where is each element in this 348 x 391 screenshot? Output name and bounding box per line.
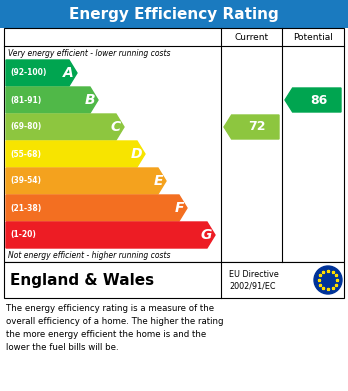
Text: (39-54): (39-54) [10,176,41,185]
Text: (92-100): (92-100) [10,68,46,77]
Text: G: G [201,228,212,242]
Text: The energy efficiency rating is a measure of the
overall efficiency of a home. T: The energy efficiency rating is a measur… [6,304,223,352]
Text: (55-68): (55-68) [10,149,41,158]
Text: C: C [111,120,121,134]
Polygon shape [6,87,98,113]
Polygon shape [6,195,187,221]
Text: Potential: Potential [293,32,333,41]
Polygon shape [285,88,341,112]
Text: D: D [130,147,142,161]
Text: Not energy efficient - higher running costs: Not energy efficient - higher running co… [8,251,171,260]
Text: (81-91): (81-91) [10,95,41,104]
Polygon shape [6,222,215,248]
Text: B: B [84,93,95,107]
Text: Current: Current [235,32,269,41]
Text: F: F [174,201,184,215]
Bar [4,262,344,298]
Text: (69-80): (69-80) [10,122,41,131]
Polygon shape [6,114,124,140]
Text: Very energy efficient - lower running costs: Very energy efficient - lower running co… [8,48,171,57]
Bar [0,0,348,28]
Text: England & Wales: England & Wales [10,273,154,287]
Text: 86: 86 [310,93,327,106]
Polygon shape [224,115,279,139]
Text: E: E [153,174,163,188]
Circle shape [314,266,342,294]
Polygon shape [6,60,77,86]
Text: (1-20): (1-20) [10,231,36,240]
Text: (21-38): (21-38) [10,203,41,212]
Text: EU Directive
2002/91/EC: EU Directive 2002/91/EC [229,270,279,291]
Polygon shape [6,168,166,194]
Text: Energy Efficiency Rating: Energy Efficiency Rating [69,7,279,22]
Polygon shape [6,141,145,167]
Bar [4,28,344,262]
Text: A: A [63,66,74,80]
Text: 72: 72 [248,120,266,133]
